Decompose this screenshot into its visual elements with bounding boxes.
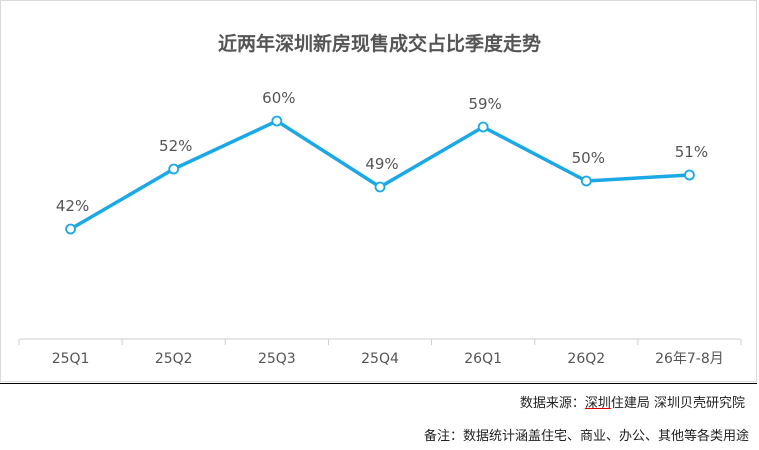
data-label: 52%: [159, 137, 192, 155]
data-point: [477, 121, 489, 133]
source-rest: 住建局 深圳贝壳研究院: [610, 396, 745, 411]
x-tick-label: 26Q2: [567, 351, 605, 367]
source-note: 数据来源：深圳住建局 深圳贝壳研究院: [520, 392, 745, 411]
x-tick-label: 25Q3: [258, 351, 296, 367]
x-tick-label: 26年7-8月: [655, 351, 724, 367]
data-label: 50%: [572, 149, 605, 167]
line-chart: 25Q1 25Q2 25Q3 25Q4 26Q1 26Q2 26年7-8月 42% 52% 60…: [18, 89, 742, 367]
data-label: 51%: [675, 143, 708, 161]
data-point: [271, 115, 283, 127]
x-tick-label: 25Q1: [52, 351, 90, 367]
source-prefix: 数据来源：: [519, 396, 585, 411]
data-point: [684, 169, 695, 181]
x-tick-label: 26Q1: [464, 351, 502, 367]
data-point: [374, 181, 386, 193]
data-point: [580, 175, 592, 187]
chart-title: 近两年深圳新房现售成交占比季度走势: [217, 33, 541, 55]
data-label: 59%: [468, 95, 501, 113]
chart-frame: 近两年深圳新房现售成交占比季度走势 25Q1 25Q2 25Q3 25Q4 26Q1 26…: [0, 0, 757, 382]
x-tick-label: 25Q4: [361, 351, 399, 367]
footnote: 备注：数据统计涵盖住宅、商业、办公、其他等各类用途: [423, 429, 749, 444]
data-label: 42%: [56, 197, 89, 215]
footer-divider: [0, 383, 757, 384]
data-point: [65, 223, 76, 235]
source-highlight: 深圳: [584, 396, 611, 411]
x-tick-label: 25Q2: [155, 351, 193, 367]
data-point: [168, 163, 180, 175]
data-label: 49%: [365, 155, 398, 173]
data-label: 60%: [262, 89, 295, 107]
